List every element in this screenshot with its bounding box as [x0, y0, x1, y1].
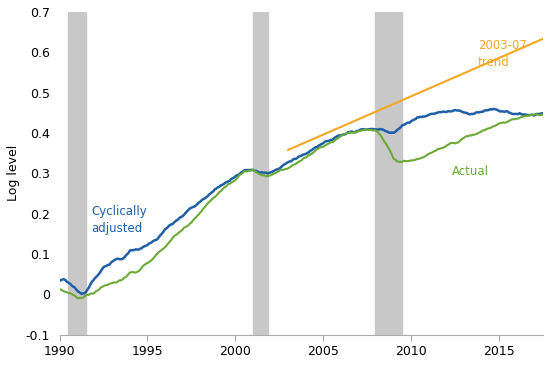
Bar	[375, 12, 403, 335]
Bar	[68, 12, 86, 335]
Text: Cyclically
adjusted: Cyclically adjusted	[91, 205, 147, 235]
Bar	[253, 12, 267, 335]
Text: Actual: Actual	[452, 165, 488, 178]
Y-axis label: Log level: Log level	[7, 145, 20, 201]
Text: 2003-07
trend: 2003-07 trend	[478, 39, 527, 69]
